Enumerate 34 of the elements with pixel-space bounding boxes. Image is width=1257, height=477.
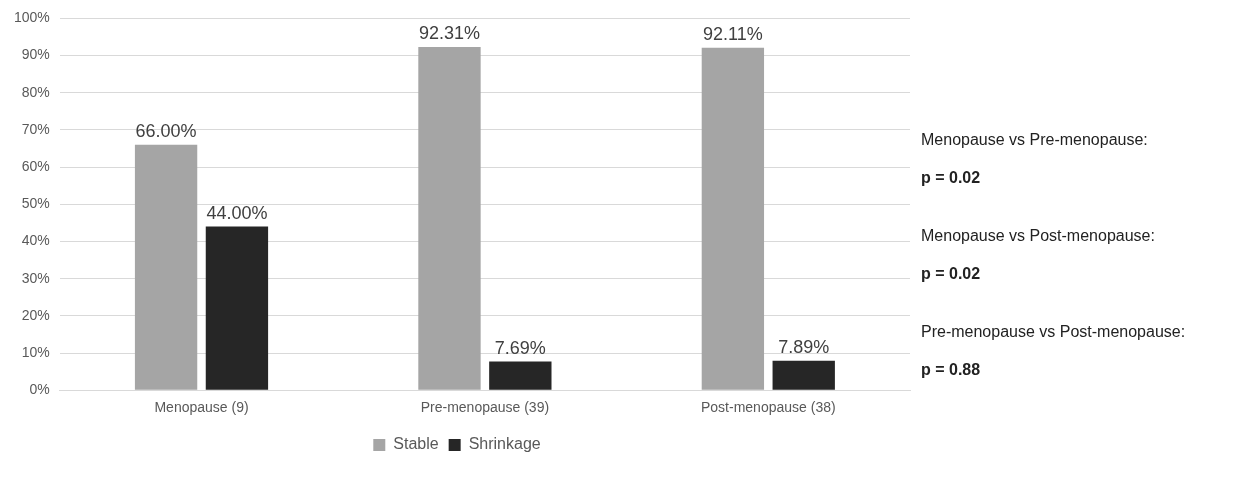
y-tick-label: 20%: [21, 306, 50, 323]
y-tick-label: 40%: [21, 232, 50, 249]
bar: [489, 361, 552, 390]
text: Menopause vs Pre-menopause:: [921, 130, 1149, 150]
text: Pre-menopause vs Post-menopause:: [921, 322, 1187, 342]
y-tick-label: 100%: [13, 9, 50, 26]
y-tick-label: 90%: [21, 46, 50, 63]
bar: [701, 47, 765, 390]
text: Menopause vs Post-menopause:: [921, 226, 1156, 246]
y-tick-label: 0%: [29, 381, 50, 398]
x-tick-label: Post-menopause (38): [700, 399, 836, 416]
y-tick-label: 30%: [21, 269, 50, 286]
data-label: 66.00%: [135, 120, 197, 141]
legend-label: Shrinkage: [468, 435, 541, 453]
y-tick-label: 50%: [21, 195, 50, 212]
y-tick-label: 60%: [21, 157, 50, 174]
bar: [134, 144, 198, 390]
x-tick-label: Pre-menopause (39): [420, 399, 550, 416]
y-tick-label: 10%: [21, 343, 50, 360]
data-label: 44.00%: [206, 202, 268, 223]
text: p = 0.02: [921, 168, 982, 188]
bar: [418, 46, 481, 390]
data-label: 92.11%: [703, 23, 763, 44]
x-tick-label: Menopause (9): [154, 399, 249, 416]
bar: [772, 360, 835, 390]
data-label: 92.31%: [418, 22, 481, 43]
data-label: 7.89%: [778, 336, 830, 357]
y-tick-label: 80%: [21, 83, 50, 100]
text: p = 0.88: [921, 360, 982, 380]
y-tick-label: 70%: [21, 120, 50, 137]
legend-label: Stable: [393, 435, 439, 453]
data-label: 7.69%: [494, 337, 546, 358]
bar: [205, 226, 269, 390]
text: p = 0.02: [921, 264, 982, 284]
